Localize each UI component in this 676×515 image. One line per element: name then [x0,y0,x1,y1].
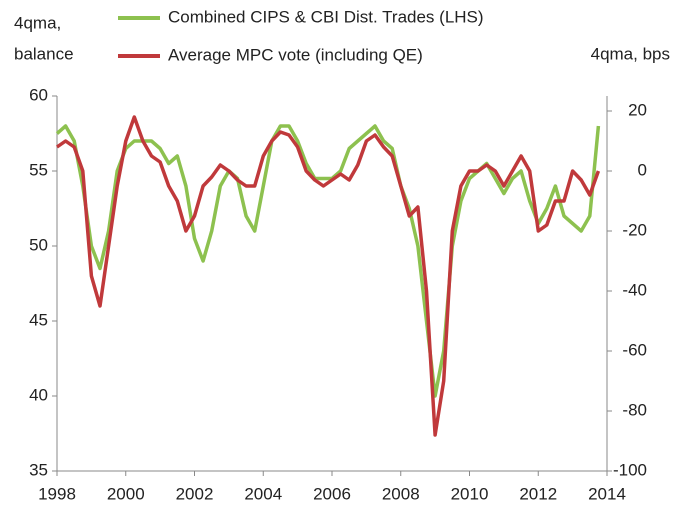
legend-label: Combined CIPS & CBI Dist. Trades (LHS) [168,7,484,26]
y-tick-label: 55 [29,160,48,179]
y-tick-label: 50 [29,235,48,254]
y2-tick-label: -80 [622,400,647,419]
x-tick-label: 2000 [107,484,145,503]
y-axis-label: 4qma, [14,13,61,32]
x-tick-label: 2008 [382,484,420,503]
x-tick-label: 2014 [588,484,626,503]
y-tick-label: 45 [29,310,48,329]
x-tick-label: 2004 [244,484,282,503]
y2-tick-label: -60 [622,340,647,359]
x-tick-label: 2006 [313,484,351,503]
y2-axis-label: 4qma, bps [591,44,670,63]
y2-tick-label: 20 [628,100,647,119]
y2-tick-label: -20 [622,220,647,239]
series-line [55,115,601,437]
y2-tick-label: -100 [613,460,647,479]
y2-tick-label: -40 [622,280,647,299]
x-tick-label: 2012 [519,484,557,503]
y-tick-label: 40 [29,385,48,404]
legend-label: Average MPC vote (including QE) [168,45,423,64]
x-tick-label: 1998 [38,484,76,503]
y-tick-label: 60 [29,85,48,104]
x-tick-label: 2010 [451,484,489,503]
series-line [55,124,601,398]
y-tick-label: 35 [29,460,48,479]
x-tick-label: 2002 [176,484,214,503]
y2-tick-label: 0 [638,160,647,179]
y-axis-label: balance [14,44,74,63]
